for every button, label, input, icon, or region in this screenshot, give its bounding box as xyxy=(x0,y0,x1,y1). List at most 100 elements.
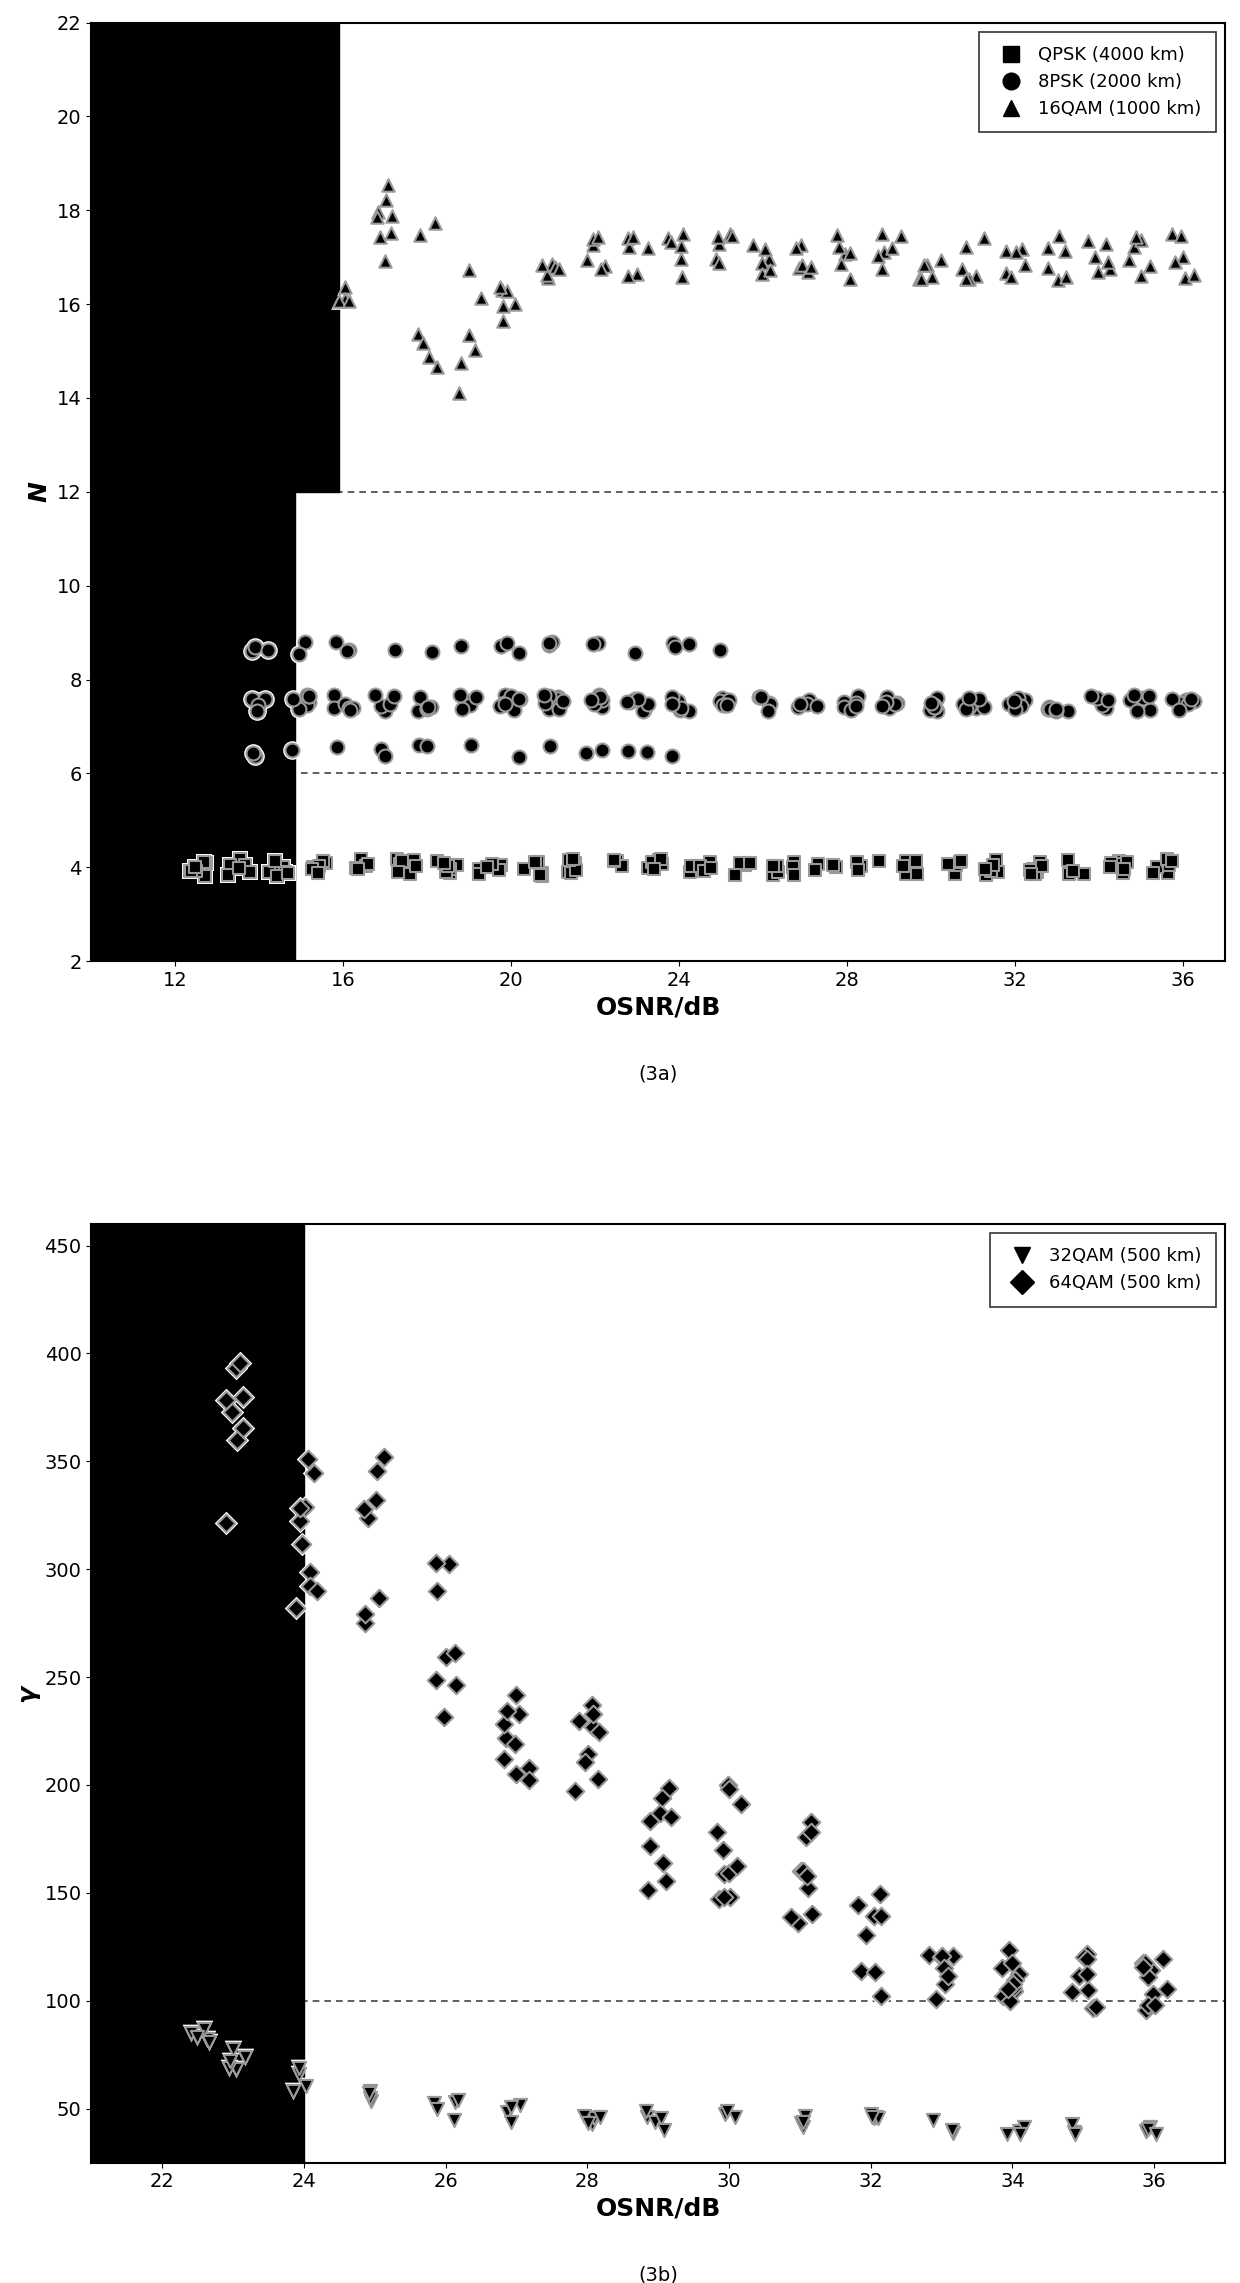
Point xyxy=(1025,856,1045,893)
Point xyxy=(835,689,854,726)
Point xyxy=(528,845,548,881)
Point xyxy=(1162,680,1182,717)
Point xyxy=(501,2103,521,2139)
Point xyxy=(1014,247,1034,283)
Point xyxy=(548,678,568,715)
Point xyxy=(709,244,729,281)
Point xyxy=(381,685,401,721)
Point xyxy=(649,842,668,879)
Point xyxy=(1021,852,1040,888)
Text: (3a): (3a) xyxy=(639,1064,678,1084)
Point xyxy=(243,735,263,772)
Point xyxy=(296,687,316,724)
Point xyxy=(304,1454,324,1491)
Point xyxy=(428,1573,448,1610)
Point xyxy=(1096,689,1116,726)
Point xyxy=(935,1966,955,2002)
Point xyxy=(1109,842,1128,879)
Point xyxy=(823,847,843,884)
X-axis label: OSNR/dB: OSNR/dB xyxy=(595,2196,720,2221)
Point xyxy=(1184,683,1204,719)
Point xyxy=(939,1957,959,1993)
Point xyxy=(718,1767,738,1804)
Point xyxy=(360,2075,379,2112)
Point xyxy=(604,842,624,879)
Point xyxy=(193,845,213,881)
Point xyxy=(299,678,319,715)
Point xyxy=(640,1829,660,1865)
Point xyxy=(645,2105,665,2141)
Point xyxy=(434,845,454,881)
Point xyxy=(751,256,771,292)
Point xyxy=(226,2050,246,2087)
Point xyxy=(714,1856,734,1893)
Point xyxy=(954,687,973,724)
Point xyxy=(532,858,552,895)
Point xyxy=(1141,2109,1161,2146)
Point xyxy=(340,692,360,728)
Point xyxy=(353,1491,373,1527)
Point xyxy=(870,1877,890,1913)
Point xyxy=(784,856,804,893)
Point xyxy=(642,845,662,881)
Point xyxy=(289,685,309,721)
Point xyxy=(293,1525,312,1562)
Point xyxy=(981,854,1001,890)
Point xyxy=(959,260,978,297)
Point xyxy=(227,1422,247,1459)
Point xyxy=(1039,692,1059,728)
Point xyxy=(417,689,436,726)
Point xyxy=(583,1710,603,1746)
Point xyxy=(513,849,533,886)
Point xyxy=(229,1345,249,1381)
Point xyxy=(367,1452,387,1489)
Point xyxy=(1002,1945,1022,1982)
Point xyxy=(312,842,332,879)
Point xyxy=(275,854,295,890)
Point xyxy=(651,840,671,877)
Point xyxy=(1147,849,1167,886)
Point xyxy=(760,251,780,288)
Point xyxy=(283,680,303,717)
Point xyxy=(1009,2116,1029,2153)
Point xyxy=(574,2098,594,2135)
Point xyxy=(656,1863,676,1899)
Point xyxy=(639,685,658,721)
Point xyxy=(711,632,730,669)
Point xyxy=(428,1573,448,1610)
Point xyxy=(506,1726,526,1762)
Point xyxy=(639,231,658,267)
Point xyxy=(652,845,672,881)
Point xyxy=(649,842,668,879)
Point xyxy=(303,849,322,886)
Point xyxy=(1079,1973,1099,2009)
Point xyxy=(714,687,734,724)
Point xyxy=(325,689,345,726)
Point xyxy=(966,689,986,726)
Point xyxy=(1125,678,1145,715)
Point xyxy=(895,842,915,879)
Point xyxy=(577,242,596,279)
Point xyxy=(864,2100,884,2137)
Point xyxy=(636,2094,656,2130)
Point xyxy=(312,842,332,879)
Point xyxy=(268,858,288,895)
Point xyxy=(946,847,966,884)
Point xyxy=(1131,258,1151,295)
Point xyxy=(1085,240,1105,276)
Point xyxy=(1061,1975,1081,2011)
Point xyxy=(1159,847,1179,884)
Point xyxy=(1138,1986,1158,2023)
Point xyxy=(835,683,854,719)
Point xyxy=(959,680,978,717)
Point xyxy=(340,689,360,726)
Point xyxy=(223,2030,243,2066)
Point xyxy=(255,680,275,717)
Point xyxy=(1176,260,1195,297)
Point xyxy=(651,840,671,877)
Point xyxy=(661,224,681,260)
Point xyxy=(792,1852,812,1888)
Point xyxy=(956,228,976,265)
Point xyxy=(750,678,770,715)
Point xyxy=(451,628,471,664)
